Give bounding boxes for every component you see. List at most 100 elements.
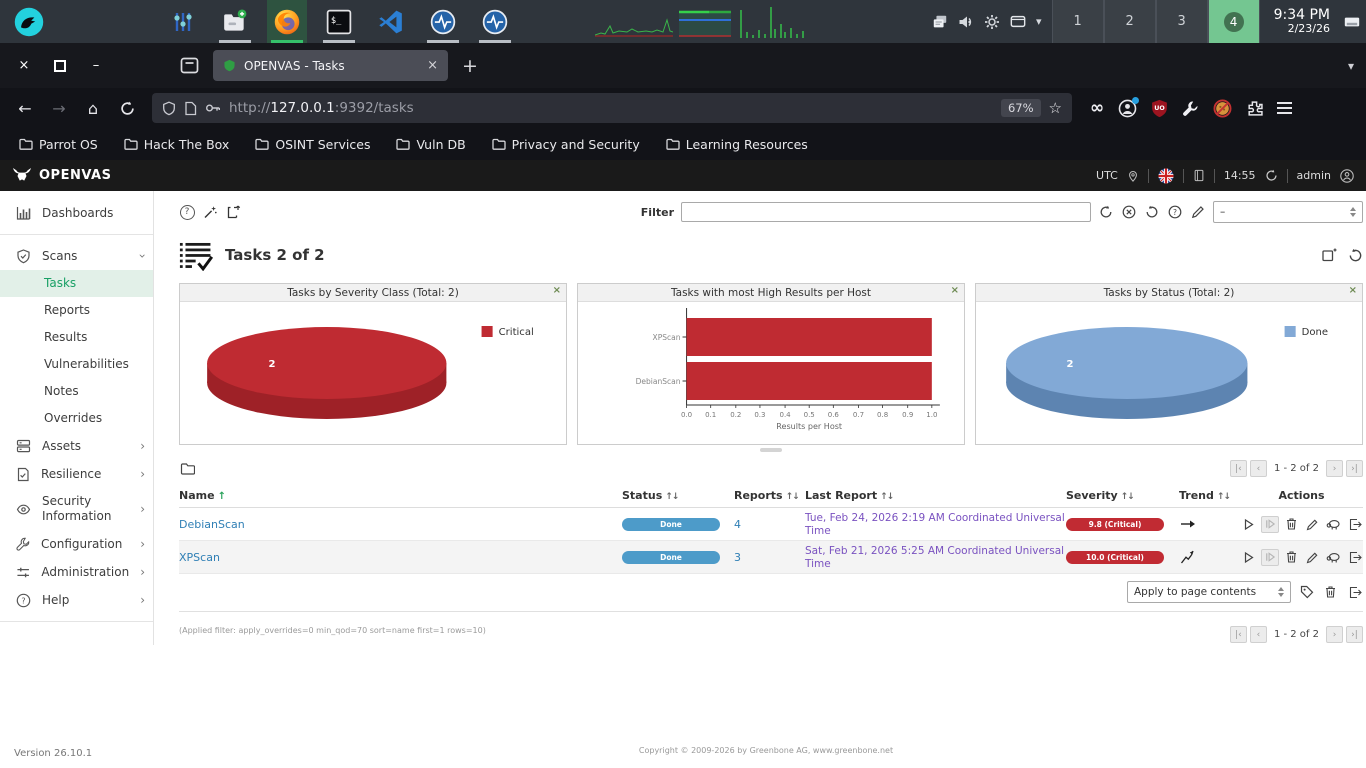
severity-pie-chart[interactable]: 2 Critical xyxy=(180,302,566,444)
task-name-link[interactable]: DebianScan xyxy=(179,517,245,531)
column-header-name[interactable]: Name ↑ xyxy=(179,488,226,502)
greenbone-app-button-1[interactable] xyxy=(423,0,463,43)
page-last-button[interactable]: ›| xyxy=(1346,626,1363,643)
export-task-icon[interactable] xyxy=(1346,516,1363,533)
user-menu-label[interactable]: admin xyxy=(1296,169,1331,182)
manual-book-icon[interactable] xyxy=(1193,169,1205,182)
cookie-blocker-extension-icon[interactable] xyxy=(1213,99,1232,118)
folder-filter-icon[interactable] xyxy=(179,461,195,477)
system-monitor-graphs[interactable] xyxy=(595,0,809,43)
window-close-button[interactable]: × xyxy=(18,58,30,73)
sidebar-item-configuration[interactable]: Configuration › xyxy=(0,530,153,558)
bulk-trashcan-icon[interactable] xyxy=(1322,584,1339,601)
filter-refresh-icon[interactable] xyxy=(1098,204,1114,220)
bar-debianscan[interactable] xyxy=(686,362,932,400)
last-report-link[interactable]: Sat, Feb 21, 2026 5:25 AM Coordinated Un… xyxy=(805,545,1065,570)
key-icon[interactable] xyxy=(205,102,221,114)
language-flag-icon[interactable] xyxy=(1158,168,1174,184)
filter-edit-icon[interactable] xyxy=(1190,204,1206,220)
panel-close-icon[interactable]: × xyxy=(552,285,561,296)
export-task-icon[interactable] xyxy=(1346,549,1363,566)
column-header-reports[interactable]: Reports ↑↓ xyxy=(734,488,800,502)
sort-icon[interactable]: ↑↓ xyxy=(785,491,800,502)
workspace-4-active[interactable]: 4 xyxy=(1207,0,1260,43)
page-next-button[interactable]: › xyxy=(1326,460,1343,477)
back-button[interactable]: ← xyxy=(18,98,32,118)
sidebar-item-scans[interactable]: Scans › xyxy=(0,242,153,270)
firefox-app-button[interactable] xyxy=(267,0,307,43)
edit-task-icon[interactable] xyxy=(1304,549,1321,566)
ublock-extension-icon[interactable]: UO xyxy=(1151,99,1168,118)
settings-gear-icon[interactable] xyxy=(984,14,1000,30)
page-last-button[interactable]: ›| xyxy=(1346,460,1363,477)
high-results-bar-chart[interactable]: XPScan DebianScan 0.0 0.1 0.2 0.3 0.4 0.… xyxy=(578,302,964,444)
sort-icon[interactable]: ↑↓ xyxy=(665,491,679,502)
page-prev-button[interactable]: ‹ xyxy=(1249,460,1267,477)
greenbone-app-button-2[interactable] xyxy=(475,0,515,43)
forward-button[interactable]: → xyxy=(52,98,66,118)
window-minimize-button[interactable]: – xyxy=(92,58,100,73)
extensions-puzzle-icon[interactable] xyxy=(1246,100,1263,117)
refresh-session-icon[interactable] xyxy=(1265,169,1278,182)
bookmark-folder-learning-resources[interactable]: Learning Resources xyxy=(657,134,817,155)
table-row-debianscan[interactable]: DebianScan Done 4 Tue, Feb 24, 2026 2:19… xyxy=(179,508,1363,541)
sidebar-item-assets[interactable]: Assets › xyxy=(0,432,153,460)
help-question-icon[interactable]: ? xyxy=(179,204,195,220)
taskbar-clock[interactable]: 9:34 PM 2/23/26 xyxy=(1270,8,1334,34)
dashboard-resize-handle[interactable] xyxy=(760,448,782,452)
column-header-last-report[interactable]: Last Report ↑↓ xyxy=(805,488,894,502)
new-task-icon[interactable] xyxy=(225,204,241,220)
filter-reset-icon[interactable] xyxy=(1144,204,1160,220)
start-task-icon[interactable] xyxy=(1240,516,1257,533)
sidebar-item-reports[interactable]: Reports xyxy=(0,297,153,324)
browser-tab-openvas[interactable]: OPENVAS - Tasks × xyxy=(213,50,448,81)
tab-manager-icon[interactable] xyxy=(180,57,199,74)
container-extension-icon[interactable]: ∞ xyxy=(1090,98,1105,118)
filter-input[interactable] xyxy=(681,202,1091,222)
shield-permissions-icon[interactable] xyxy=(162,100,176,116)
page-first-button[interactable]: |‹ xyxy=(1229,626,1247,643)
bulk-apply-select[interactable]: Apply to page contents xyxy=(1127,581,1291,603)
workspace-2[interactable]: 2 xyxy=(1103,0,1156,43)
filter-preset-select[interactable]: – xyxy=(1213,201,1363,223)
volume-icon[interactable] xyxy=(958,14,974,30)
filter-clear-icon[interactable] xyxy=(1121,204,1137,220)
reports-count-link[interactable]: 3 xyxy=(734,550,741,564)
table-row-xpscan[interactable]: XPScan Done 3 Sat, Feb 21, 2026 5:25 AM … xyxy=(179,541,1363,574)
sidebar-item-vulnerabilities[interactable]: Vulnerabilities xyxy=(0,351,153,378)
settings-sliders-app-button[interactable] xyxy=(163,0,203,43)
task-name-link[interactable]: XPScan xyxy=(179,550,220,564)
reports-count-link[interactable]: 4 xyxy=(734,517,741,531)
panel-close-icon[interactable]: × xyxy=(1348,285,1357,296)
sidebar-item-security-information[interactable]: Security Information › xyxy=(0,488,153,530)
sidebar-item-notes[interactable]: Notes xyxy=(0,378,153,405)
notifications-tray-icon[interactable] xyxy=(932,14,948,30)
start-task-icon[interactable] xyxy=(1240,549,1257,566)
sort-icon[interactable]: ↑↓ xyxy=(880,491,894,502)
bookmark-folder-privacy-and-security[interactable]: Privacy and Security xyxy=(483,134,649,155)
sidebar-item-dashboards[interactable]: Dashboards xyxy=(0,199,153,227)
clone-task-icon[interactable] xyxy=(1325,549,1342,566)
sidebar-item-results[interactable]: Results xyxy=(0,324,153,351)
panel-header[interactable]: Tasks by Status (Total: 2) × xyxy=(976,284,1362,302)
bookmark-folder-vuln-db[interactable]: Vuln DB xyxy=(387,134,474,155)
openvas-brand[interactable]: OPENVAS xyxy=(12,167,111,185)
list-all-tabs-icon[interactable]: ▾ xyxy=(1347,58,1354,73)
url-bar[interactable]: http://127.0.0.1:9392/tasks 67% ☆ xyxy=(152,93,1072,123)
reload-button[interactable] xyxy=(112,94,142,122)
account-icon[interactable] xyxy=(1118,96,1140,118)
timezone-label[interactable]: UTC xyxy=(1096,169,1118,182)
panel-header[interactable]: Tasks with most High Results per Host × xyxy=(578,284,964,302)
bookmark-star-icon[interactable]: ☆ xyxy=(1048,99,1062,117)
column-header-trend[interactable]: Trend ↑↓ xyxy=(1179,488,1231,502)
clone-task-icon[interactable] xyxy=(1325,516,1342,533)
terminal-app-button[interactable]: $_ xyxy=(319,0,359,43)
page-next-button[interactable]: › xyxy=(1326,626,1343,643)
column-header-severity[interactable]: Severity ↑↓ xyxy=(1066,488,1135,502)
display-dropdown-icon[interactable]: ▾ xyxy=(1036,15,1042,28)
sort-icon[interactable]: ↑↓ xyxy=(1120,491,1135,502)
vscode-app-button[interactable] xyxy=(371,0,411,43)
sidebar-item-resilience[interactable]: Resilience › xyxy=(0,460,153,488)
menu-hamburger-icon[interactable] xyxy=(1277,102,1293,114)
panel-header[interactable]: Tasks by Severity Class (Total: 2) × xyxy=(180,284,566,302)
